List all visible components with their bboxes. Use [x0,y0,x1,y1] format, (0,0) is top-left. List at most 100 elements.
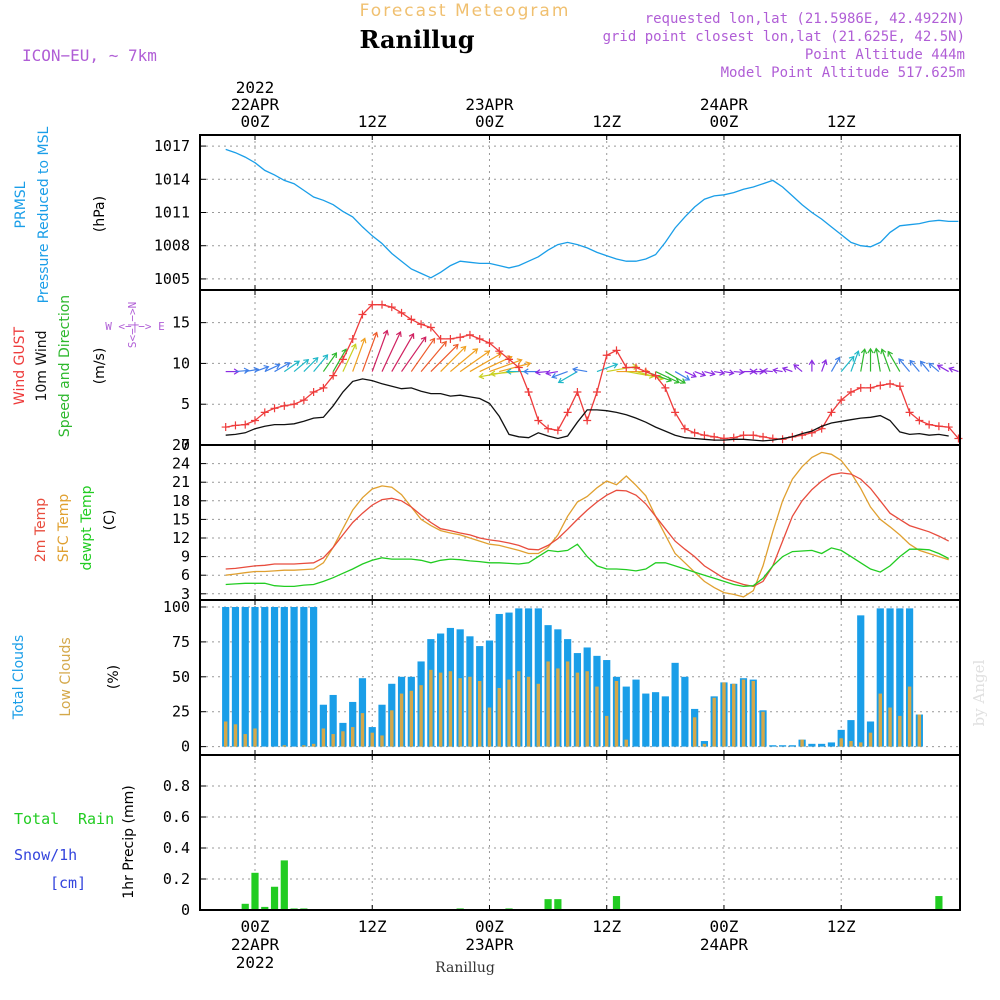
wind-direction-arrow [635,370,664,380]
wind-direction-arrow [391,333,415,372]
top-time-label: 2022 [236,78,275,97]
wind-direction-arrow [313,354,328,372]
dewpt-label: dewpt Temp [79,485,95,570]
wind-direction-arrow [245,368,259,373]
low-cloud-bar [536,683,541,747]
pressure-ytick-label: 1011 [154,204,190,222]
wind-direction-arrow [840,356,855,372]
gust-line [225,304,959,440]
total-cloud-bar [681,676,689,747]
wind-arrow-head [572,366,578,373]
wind-arrow-head [331,352,338,359]
wind-arrow-head [860,348,868,355]
gust-marker [583,416,592,425]
precip-cm-label: [cm] [50,874,86,892]
wind-direction-arrow [773,369,783,373]
wind-arrow-head [484,350,491,356]
gust-marker [700,431,709,440]
temp-ytick-label: 27 [172,436,190,454]
gust-marker [309,387,318,396]
wind-arrow-head [460,345,467,352]
watermark: by Angel [970,659,988,726]
low-cloud-bar [849,741,853,747]
low-cloud-bar [800,739,804,747]
gust-marker [251,416,259,425]
total-cloud-bar [231,606,240,747]
gust-marker [592,387,601,396]
total-cloud-bar [905,608,914,747]
gust-marker [856,383,865,392]
low-cloud-bar [302,745,306,747]
bottom-time-label: 00Z [241,917,270,936]
low-cloud-bar [380,735,384,747]
gust-marker [475,334,484,343]
wind-arrow-head [395,330,402,337]
total-cloud-bar [485,640,494,747]
low-cloud-bar [907,686,912,747]
low-cloud-bar [517,671,521,747]
gust-marker [290,400,299,409]
wind-arrow-head [522,368,529,375]
gust-marker [925,420,934,429]
total-cloud-bar [310,606,318,747]
precip-bar [612,896,621,910]
wind-arrow-head [612,362,619,369]
temp-panel-frame [199,444,961,601]
gust-marker [573,387,582,396]
wind-direction-arrow [714,370,725,374]
wind-direction-arrow [420,341,447,372]
wind-arrow-head [898,358,904,365]
gust-marker [378,300,387,309]
wind-arrow-head [452,343,459,350]
low-cloud-bar [722,682,726,747]
gust-label: Wind GUST [12,326,28,405]
pressure-ytick-label: 1017 [154,137,190,155]
low-cloud-bar [331,734,335,747]
temp-ytick-label: 15 [172,510,190,528]
wind-direction-arrow [283,360,300,373]
total-cloud-bar [700,741,709,747]
wind-direction-arrow [264,364,280,373]
precip-bar [251,872,259,910]
wind-direction-arrow [293,359,309,373]
wind-panel-frame [199,289,961,446]
low-cloud-bar [614,680,619,747]
wind-arrow-head [719,369,726,376]
wind-direction-arrow [694,371,706,376]
gust-marker [729,433,738,442]
precip-axis-label: 1hr Precip (mm) [121,785,137,898]
wind-arrow-head [834,356,841,363]
wind-direction-arrow [674,371,690,381]
low-cloud-bar [546,661,550,747]
wind-arrow-head [303,358,310,365]
temp-ytick-label: 3 [181,585,190,603]
precip-panel-frame [199,754,961,911]
low-cloud-bar [243,734,247,747]
wind-direction-arrow [558,371,578,383]
wind-arrow-head [408,332,415,339]
gust-marker [846,387,855,396]
gust-marker [358,310,367,319]
gust-marker [866,383,875,392]
chart-subtitle: Forecast Meteogram [360,1,571,21]
wind-arrow-head [808,359,816,366]
wind-arrow-head [534,369,541,376]
low-cloud-bar [878,693,882,747]
wind-arrow-head [762,367,768,375]
grid-point-coords: grid point closest lon,lat (21.625E, 42.… [603,29,965,45]
precip-ytick-label: 0.6 [163,808,190,826]
wind-arrow-head [781,366,788,373]
wind-direction-arrow [684,371,697,378]
gust-marker [837,396,846,405]
gust-marker [798,431,807,440]
wind-direction-arrow [928,362,940,373]
clouds-ytick-label: 0 [181,738,190,756]
pressure-subtitle: Pressure Reduced to MSL [36,126,52,303]
wind-ytick-label: 10 [172,354,190,372]
low-cloud-bar [487,707,492,747]
low-cloud-bar [839,738,843,747]
wind-arrow-head [919,360,926,367]
wind-arrow-head [545,369,552,377]
total-cloud-bar [495,613,503,747]
low-cloud-bar [468,676,472,747]
